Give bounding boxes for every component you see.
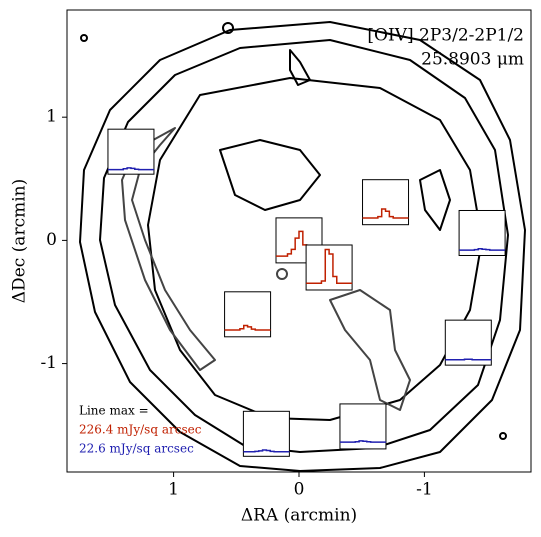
inset-spectrum [224,324,271,331]
contour [222,22,234,34]
inset-spectrum [339,440,386,443]
contour [329,289,411,411]
contour [99,39,509,453]
y-tick-label: 0 [46,230,57,250]
annotation: 226.4 mJy/sq arcsec [79,423,202,437]
chart-title: [OIV] 2P3/2-2P1/2 [367,26,524,46]
chart-subtitle: 25.8903 μm [421,50,524,70]
inset [242,410,290,457]
contour [419,169,451,231]
y-tick-label: -1 [40,353,57,373]
x-tick-label: 1 [168,480,179,500]
inset [107,128,155,175]
inset-frame [444,319,492,366]
annotation: 22.6 mJy/sq arcsec [79,442,194,456]
inset-frame [107,128,155,175]
inset-spectrum [243,449,290,453]
inset [444,319,492,366]
inset-spectrum [107,167,154,171]
inset-spectrum [459,247,506,251]
inset-spectrum [362,208,409,219]
contour [80,34,88,42]
inset-spectrum [306,248,353,284]
contour [79,21,526,472]
inset [458,209,506,256]
contours [79,21,526,472]
inset [224,291,272,338]
contour [219,139,321,211]
x-tick-label: -1 [416,480,433,500]
annotation: Line max = [79,404,149,418]
contour [499,432,507,440]
inset [362,179,410,226]
inset [305,244,353,291]
contour [276,268,288,280]
inset-frame [242,410,290,457]
inset [339,403,387,450]
x-tick-label: 0 [294,480,305,500]
contour [147,77,483,421]
contour [289,49,311,86]
y-axis-label: ΔDec (arcmin) [10,179,30,303]
y-tick-label: 1 [46,107,57,127]
x-axis-label: ΔRA (arcmin) [241,506,357,526]
